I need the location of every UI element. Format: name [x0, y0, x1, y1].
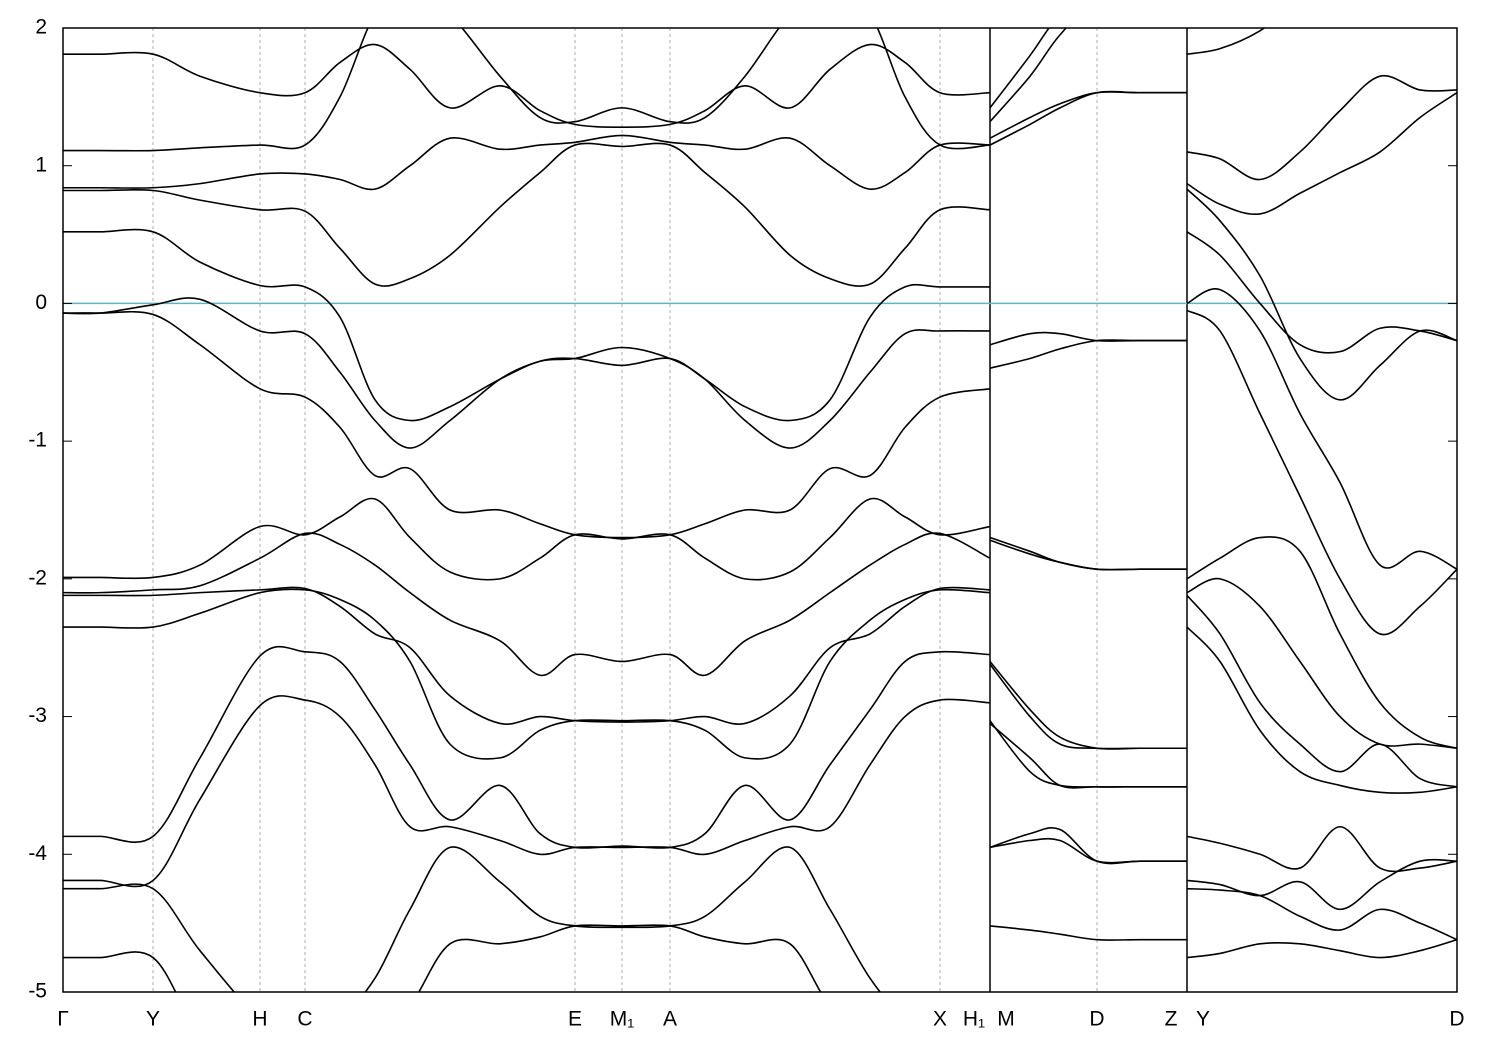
x-tick-label: E — [568, 1008, 582, 1031]
y-tick-label: 2 — [35, 16, 47, 39]
y-tick-label: -2 — [28, 566, 47, 589]
band-line — [63, 288, 1457, 570]
x-tick-label: A — [663, 1008, 677, 1031]
x-tick-label: M — [997, 1008, 1015, 1031]
band-line — [63, 90, 1457, 401]
x-tick-label: H₁ — [963, 1008, 985, 1031]
band-line — [63, 28, 1266, 128]
y-tick-label: -1 — [28, 429, 47, 452]
plot-frame — [62, 27, 1458, 993]
band-line — [63, 924, 1457, 992]
x-tick-label: C — [297, 1008, 312, 1031]
x-tick-label: D — [1449, 1008, 1464, 1031]
x-tick-label: M₁ — [610, 1008, 635, 1031]
x-tick-label: D — [1089, 1008, 1104, 1031]
y-tick-label: 0 — [35, 291, 47, 314]
grid-layer — [63, 28, 1457, 992]
x-tick-label: X — [933, 1008, 947, 1031]
y-tick-label: 1 — [35, 153, 47, 176]
y-tick-label: -4 — [28, 842, 47, 865]
band-line — [63, 28, 1457, 181]
band-line — [63, 586, 1457, 788]
x-tick-label: Z — [1165, 1008, 1178, 1031]
band-line — [63, 645, 1457, 873]
x-tick-label: Y — [146, 1008, 160, 1031]
band-line — [63, 837, 1457, 992]
x-tick-label: Γ — [57, 1008, 69, 1031]
y-tick-label: -3 — [28, 704, 47, 727]
axes-layer: 210-1-2-3-4-5Γ Y H C E M₁ A X H₁ M D Z Y D — [28, 16, 1464, 1031]
x-tick-label: H — [252, 1008, 267, 1031]
y-tick-label: -5 — [28, 980, 47, 1003]
x-tick-label: Y — [1196, 1008, 1210, 1031]
bands-layer — [63, 28, 1457, 992]
band-line — [63, 497, 1457, 750]
